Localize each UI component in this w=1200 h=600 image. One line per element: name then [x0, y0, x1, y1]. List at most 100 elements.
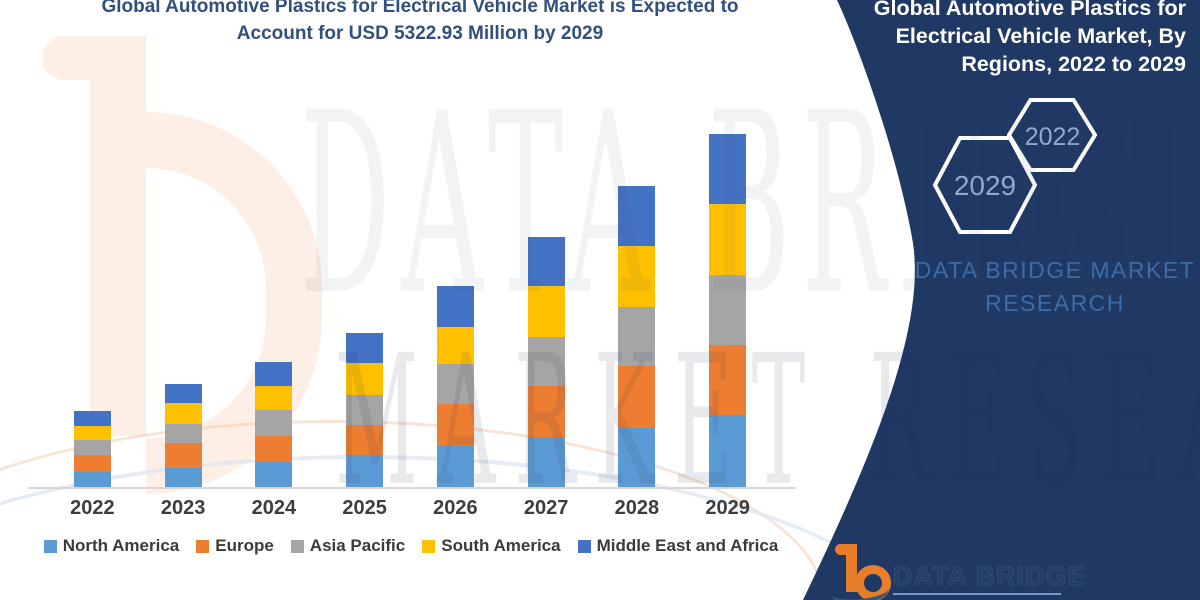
bar-column-2023	[138, 0, 229, 487]
bar-segment-south-america	[618, 246, 656, 307]
side-panel-title: Global Automotive Plastics for Electrica…	[873, 0, 1186, 76]
bar-segment-asia-pacific	[709, 275, 747, 345]
chart-title-line1: Global Automotive Plastics for Electrica…	[101, 0, 739, 17]
legend-item-europe: Europe	[196, 536, 274, 556]
bar-segment-middle-east-and-africa	[618, 186, 656, 246]
hexagon-label-2029: 2029	[953, 170, 1017, 201]
background-logo-stem	[90, 36, 146, 436]
x-axis-label-2024: 2024	[251, 497, 297, 519]
stacked-bar-2028	[618, 186, 656, 487]
bar-segment-south-america	[527, 286, 565, 337]
x-axis-line	[28, 487, 796, 489]
bar-segment-middle-east-and-africa	[709, 134, 747, 204]
bar-segment-north-america	[73, 472, 111, 487]
bar-column-2029	[682, 0, 773, 487]
bar-segment-europe	[709, 345, 747, 415]
bar-column-2025	[319, 0, 410, 487]
footer-logo-b-stem	[846, 544, 857, 592]
x-axis-label-2023: 2023	[160, 497, 206, 519]
bar-segment-europe	[618, 366, 656, 428]
legend-swatch-middle-east-and-africa	[577, 539, 591, 553]
legend-label-middle-east-and-africa: Middle East and Africa	[596, 536, 779, 555]
legend-item-south-america: South America	[422, 536, 561, 556]
legend-swatch-north-america	[43, 539, 57, 553]
bar-segment-asia-pacific	[346, 395, 384, 425]
bar-column-2027	[501, 0, 592, 487]
bar-segment-middle-east-and-africa	[346, 333, 384, 363]
bar-segment-europe	[346, 425, 384, 455]
bar-segment-north-america	[346, 455, 384, 487]
brand-caption-line2: RESEARCH	[985, 290, 1125, 316]
bar-segment-asia-pacific	[255, 410, 293, 436]
bar-segment-asia-pacific	[73, 440, 111, 455]
bar-segment-middle-east-and-africa	[436, 286, 474, 327]
legend-swatch-asia-pacific	[290, 539, 304, 553]
bar-segment-middle-east-and-africa	[73, 411, 111, 426]
bar-segment-europe	[164, 443, 202, 468]
stacked-bar-2023	[164, 384, 202, 487]
bar-segment-middle-east-and-africa	[527, 237, 565, 286]
bar-segment-south-america	[164, 403, 202, 424]
stacked-bar-2024	[255, 362, 293, 487]
bar-segment-europe	[436, 404, 474, 446]
bar-segment-asia-pacific	[527, 337, 565, 386]
legend-item-middle-east-and-africa: Middle East and Africa	[577, 536, 779, 556]
x-axis-labels: 2022 2023 2024 2025 2026 2027 2028 2029	[47, 497, 773, 520]
bar-segment-north-america	[164, 468, 202, 487]
hexagon-2022-outline	[1006, 98, 1098, 172]
stacked-bar-2029	[709, 134, 747, 487]
legend-label-asia-pacific: Asia Pacific	[309, 536, 406, 555]
bar-segment-middle-east-and-africa	[164, 384, 202, 403]
legend-label-north-america: North America	[62, 536, 180, 555]
bar-segment-north-america	[436, 446, 474, 487]
legend-label-europe: Europe	[215, 536, 274, 555]
x-axis-label-2027: 2027	[523, 497, 569, 519]
x-axis-label-2022: 2022	[70, 497, 115, 519]
legend-swatch-south-america	[422, 539, 436, 553]
footer-logo-text: DATA BRIDGE MARKET RESEARCH	[893, 561, 1091, 600]
side-panel-shape	[803, 0, 1200, 600]
bar-segment-europe	[255, 436, 293, 462]
bar-segment-south-america	[709, 204, 747, 275]
footer-logo-rule	[893, 593, 1061, 595]
bar-segment-asia-pacific	[618, 307, 656, 366]
legend-label-south-america: South America	[441, 536, 561, 555]
legend-item-asia-pacific: Asia Pacific	[290, 536, 406, 556]
hexagon-2029-outline	[932, 136, 1038, 234]
bar-segment-europe	[527, 386, 565, 437]
bar-segment-south-america	[346, 363, 384, 395]
bar-segment-north-america	[618, 428, 656, 487]
stacked-bar-plot	[47, 0, 773, 487]
x-axis-label-2025: 2025	[342, 497, 387, 519]
bar-segment-middle-east-and-africa	[255, 362, 293, 386]
hexagon-label-2022: 2022	[1024, 123, 1081, 151]
stacked-bar-2026	[436, 286, 474, 487]
stacked-bar-2027	[527, 237, 565, 487]
legend-swatch-europe	[196, 539, 210, 553]
bar-segment-south-america	[255, 386, 293, 410]
chart-title-line2: Account for USD 5322.93 Million by 2029	[236, 23, 604, 44]
legend-item-north-america: North America	[43, 536, 180, 556]
bar-segment-asia-pacific	[436, 364, 474, 404]
x-axis-label-2029: 2029	[705, 497, 750, 519]
bar-segment-south-america	[73, 426, 111, 440]
bar-segment-north-america	[255, 462, 293, 487]
footer-logo-b-bowl	[855, 565, 891, 600]
brand-caption-line1: DATA BRIDGE MARKET	[914, 257, 1196, 283]
footer-logo-brand: DATA BRIDGE	[893, 561, 1087, 591]
bar-column-2028	[592, 0, 683, 487]
bar-segment-south-america	[436, 327, 474, 364]
footer-logo: DATA BRIDGE MARKET RESEARCH	[829, 541, 1165, 600]
brand-caption: DATA BRIDGE MARKET RESEARCH	[880, 254, 1200, 320]
stacked-bar-2022	[73, 411, 111, 487]
bar-segment-north-america	[527, 437, 565, 487]
chart-title: Global Automotive Plastics for Electrica…	[28, 0, 812, 47]
side-panel-background	[803, 0, 1200, 600]
footer-logo-sub: MARKET RESEARCH	[893, 597, 1091, 600]
x-axis-label-2028: 2028	[614, 497, 660, 519]
bar-segment-north-america	[709, 415, 747, 487]
bar-column-2026	[410, 0, 501, 487]
x-axis-label-2026: 2026	[433, 497, 478, 519]
bar-column-2022	[47, 0, 138, 487]
